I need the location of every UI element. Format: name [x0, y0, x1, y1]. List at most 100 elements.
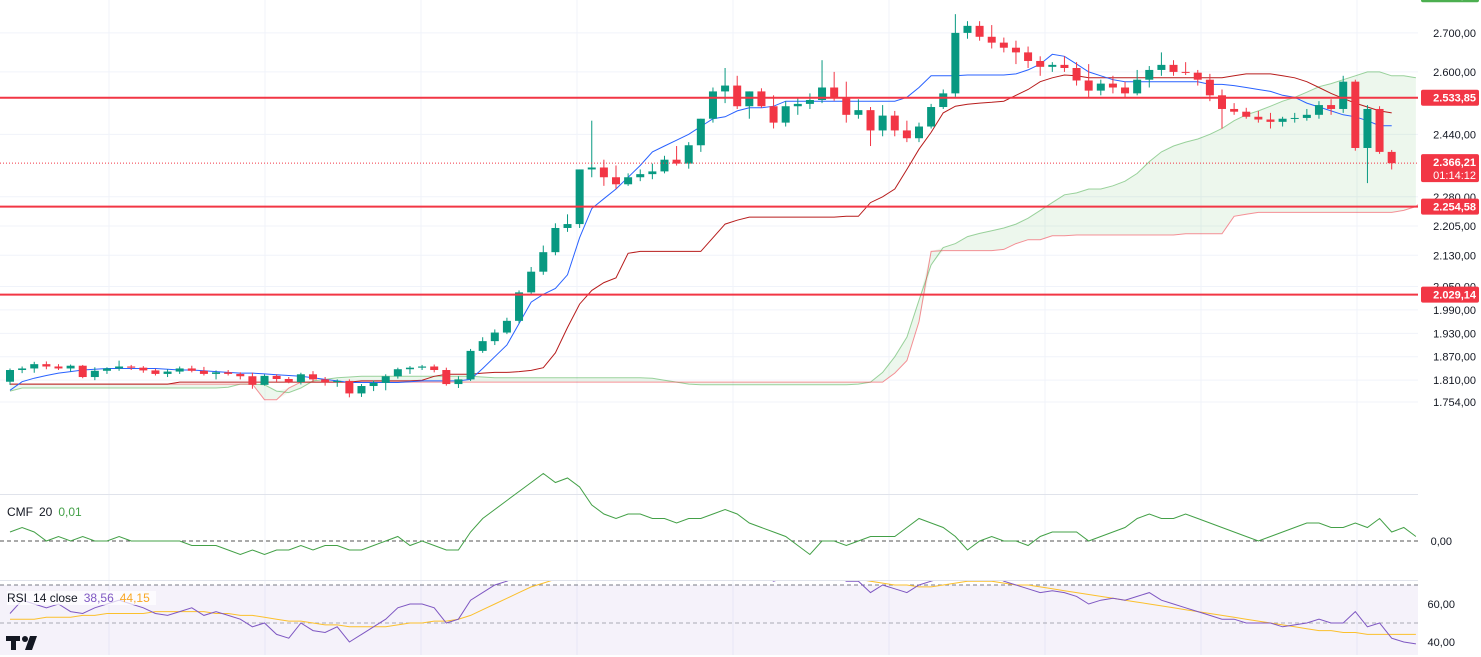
candle	[296, 372, 305, 385]
candle-body	[54, 366, 63, 369]
candle-body	[721, 85, 730, 92]
candle	[1375, 106, 1384, 154]
price-badges: 2.799,04 2.533,85 2.254,58 2.029,14 2.366,21…	[1421, 0, 1479, 303]
price-tick-label: 1.930,00	[1433, 328, 1476, 340]
candle	[793, 97, 802, 115]
candle	[1036, 56, 1045, 76]
candle-body	[1375, 108, 1384, 152]
candle-body	[309, 374, 317, 380]
candle-body	[6, 370, 14, 382]
candle	[1327, 99, 1336, 115]
candle	[54, 364, 63, 371]
candle-body	[927, 107, 936, 127]
candle	[1387, 149, 1396, 170]
candle	[381, 374, 390, 391]
candle-body	[478, 341, 487, 351]
cmf-zero-tick-label: 0,00	[1431, 536, 1452, 548]
candle-body	[163, 371, 172, 374]
candle-body	[818, 87, 827, 100]
rsi-legend[interactable]: RSI 14 close 38,56 44,15	[7, 591, 156, 605]
candle	[260, 374, 269, 386]
candle	[163, 369, 172, 378]
candle	[890, 110, 899, 137]
horizontal-levels[interactable]	[0, 0, 1418, 296]
candle	[1266, 112, 1275, 129]
candle-body	[599, 167, 608, 178]
candle	[1024, 46, 1033, 68]
candle-body	[1242, 111, 1251, 117]
cmf-name: CMF	[7, 505, 33, 519]
candle	[915, 122, 923, 143]
candle-body	[1314, 105, 1323, 115]
candle	[272, 374, 281, 382]
candle	[527, 267, 536, 295]
candle	[1096, 79, 1105, 96]
candle-body	[1133, 79, 1142, 94]
candle-body	[296, 374, 305, 383]
price-tick-label: 2.440,00	[1433, 129, 1476, 141]
candle	[1363, 105, 1372, 184]
candle	[563, 214, 572, 232]
candle-body	[648, 171, 657, 175]
cmf-pane	[0, 472, 1418, 556]
current-price-badge	[1421, 154, 1479, 183]
rsi-tick-label: 40,00	[1427, 637, 1455, 649]
candle-body	[563, 224, 572, 228]
price-tick-label: 2.130,00	[1433, 250, 1476, 262]
candle-body	[769, 106, 778, 123]
candle-body	[78, 365, 87, 378]
cmf-legend[interactable]: CMF 20 0,01	[7, 505, 88, 519]
candle	[284, 377, 293, 384]
candle-body	[333, 380, 342, 383]
candle	[842, 81, 851, 123]
price-tick-label: 1.990,00	[1433, 305, 1476, 317]
candle	[975, 21, 984, 41]
candle-body	[1108, 83, 1117, 88]
candle	[490, 329, 499, 346]
candle	[781, 101, 790, 127]
candle	[1339, 75, 1348, 113]
candle	[951, 14, 960, 97]
candle	[1230, 103, 1239, 115]
candle-body	[1278, 118, 1287, 122]
candle-body	[66, 365, 75, 369]
candle	[6, 368, 14, 385]
candle	[660, 155, 669, 174]
candle-body	[381, 376, 390, 383]
candle	[587, 120, 596, 178]
candle	[345, 379, 354, 398]
rsi-band	[0, 585, 1418, 655]
candle	[636, 169, 645, 182]
candle	[999, 37, 1008, 53]
candle	[1278, 116, 1287, 127]
tradingview-logo[interactable]	[6, 634, 42, 657]
candle	[212, 370, 221, 380]
candle	[442, 367, 451, 386]
candle-body	[30, 364, 39, 369]
candle-body	[987, 36, 996, 43]
candle-body	[1218, 95, 1226, 109]
candle-body	[139, 367, 148, 371]
candle-body	[42, 364, 51, 367]
candle-body	[1048, 64, 1057, 67]
candle-body	[502, 320, 511, 333]
span-b-line	[10, 204, 1419, 401]
candle-body	[902, 130, 911, 139]
candle	[430, 364, 439, 373]
candle	[127, 364, 136, 371]
candle-body	[551, 227, 560, 253]
candle	[769, 95, 778, 129]
candle	[1060, 56, 1069, 72]
candle-body	[224, 372, 233, 374]
candle-body	[1230, 108, 1239, 112]
candle	[854, 99, 863, 119]
candle-body	[733, 85, 742, 107]
candle-body	[1024, 52, 1033, 61]
candle-body	[1351, 81, 1360, 148]
candle-body	[878, 115, 887, 131]
candle-body	[1193, 72, 1202, 80]
candle-body	[102, 368, 111, 371]
candle-body	[212, 372, 221, 374]
candle	[405, 366, 414, 374]
candle	[466, 348, 475, 381]
